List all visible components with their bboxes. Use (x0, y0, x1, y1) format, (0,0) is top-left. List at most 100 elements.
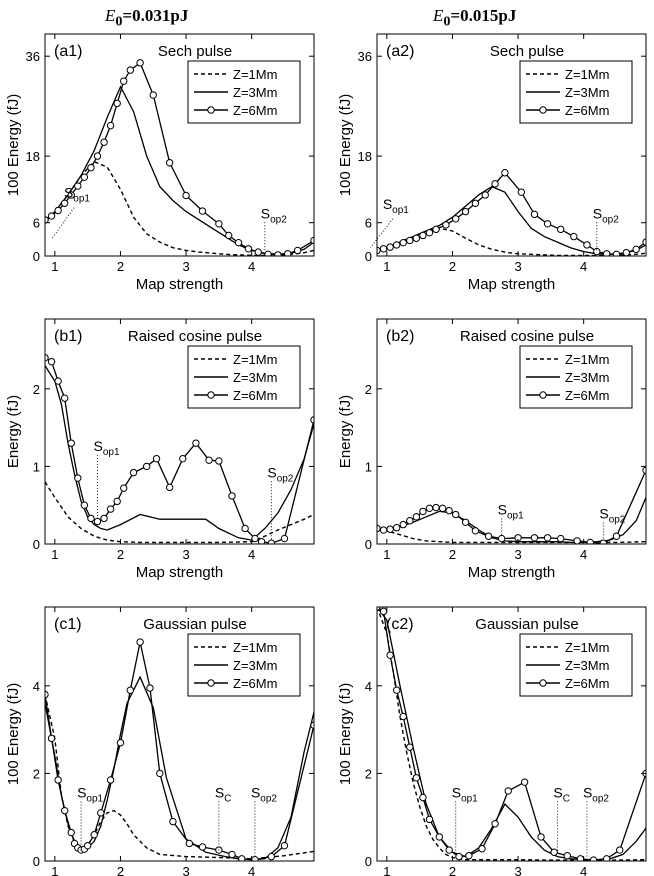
y-tick-label: 0 (33, 249, 40, 264)
data-point (257, 537, 266, 544)
data-point (445, 846, 453, 854)
data-point (557, 225, 565, 234)
data-point (412, 774, 421, 782)
panel-title: Sech pulse (158, 43, 232, 60)
data-point (442, 221, 450, 229)
legend-label: Z=6Mm (233, 676, 277, 691)
legend-label: Z=1Mm (233, 352, 277, 367)
y-tick-label: 2 (33, 766, 40, 781)
data-point (106, 776, 115, 784)
data-point (461, 207, 470, 216)
data-point (198, 843, 207, 851)
panel-title: Raised cosine pulse (128, 328, 262, 345)
column-title-right: E0=0.015pJ (433, 6, 516, 30)
x-tick-label: 1 (51, 864, 58, 876)
data-point (612, 532, 621, 540)
data-point (438, 504, 447, 513)
data-point (550, 848, 558, 856)
y-tick-label: 6 (365, 216, 372, 231)
data-point (185, 839, 194, 848)
data-point (497, 534, 506, 543)
data-point (392, 241, 401, 249)
data-point (377, 607, 381, 611)
data-point (60, 806, 69, 815)
data-point (169, 817, 177, 826)
data-point (435, 833, 444, 841)
panel-label: (a1) (54, 43, 82, 60)
data-point (583, 241, 591, 249)
y-axis-label: Energy (fJ) (337, 395, 354, 468)
x-tick-label: 3 (182, 547, 189, 562)
legend: Z=1Mm Z=3Mm Z=6Mm (187, 345, 301, 409)
data-point (126, 66, 134, 74)
data-point (406, 517, 414, 525)
data-point (471, 199, 480, 207)
data-point (100, 138, 108, 146)
data-point (412, 513, 421, 521)
energy-value: =0.015pJ (450, 6, 517, 25)
data-point (205, 456, 213, 464)
x-tick-label: 3 (514, 259, 521, 274)
legend-marker (539, 106, 547, 114)
data-point (136, 638, 144, 646)
data-point (399, 238, 407, 247)
data-point (74, 474, 82, 482)
data-point (386, 651, 394, 659)
data-point (386, 525, 394, 533)
data-point (152, 454, 161, 463)
data-point (136, 59, 144, 67)
data-point (406, 743, 414, 751)
data-point (241, 524, 249, 533)
marker-label: Sop1 (383, 196, 409, 216)
data-point (445, 506, 453, 515)
data-point (116, 739, 125, 747)
data-point (484, 532, 493, 540)
plot-area (45, 59, 314, 256)
data-point (599, 539, 608, 544)
marker-line (51, 207, 75, 240)
x-axis-label: Map strength (468, 276, 556, 293)
data-point (586, 538, 594, 544)
panel-title: Gaussian pulse (475, 616, 578, 633)
y-tick-label: 18 (26, 149, 40, 164)
data-point (520, 778, 529, 786)
legend-marker (539, 391, 547, 399)
x-tick-label: 3 (514, 547, 521, 562)
data-point (379, 245, 388, 253)
y-tick-label: 4 (33, 679, 40, 694)
data-point (419, 793, 427, 802)
data-point (425, 815, 434, 824)
data-point (179, 454, 187, 463)
y-tick-label: 0 (365, 249, 372, 264)
data-point (47, 212, 56, 220)
column-title-left: E0=0.031pJ (105, 6, 188, 30)
data-point (146, 684, 154, 692)
data-point (501, 169, 509, 177)
energy-symbol: E (433, 6, 444, 25)
legend-label: Z=6Mm (565, 103, 609, 118)
legend-label: Z=1Mm (565, 67, 609, 82)
legend-label: Z=3Mm (565, 370, 609, 385)
legend-label: Z=3Mm (233, 370, 277, 385)
data-point (129, 468, 138, 477)
data-point (622, 248, 631, 256)
x-tick-label: 1 (383, 864, 390, 876)
data-point (517, 188, 526, 196)
series-line (45, 365, 314, 541)
plot-area (377, 169, 646, 256)
y-tick-label: 36 (26, 49, 40, 64)
x-tick-label: 1 (383, 259, 390, 274)
x-tick-label: 2 (117, 864, 124, 876)
data-point (80, 501, 89, 509)
y-axis-label: Energy (fJ) (5, 395, 22, 468)
data-point (45, 216, 49, 224)
legend-label: Z=1Mm (233, 67, 277, 82)
series-line (45, 481, 314, 544)
data-point (452, 215, 460, 223)
data-point (149, 91, 157, 99)
data-point (45, 354, 49, 362)
panel-label: (b1) (54, 328, 82, 345)
panel-title: Raised cosine pulse (460, 328, 594, 345)
legend-label: Z=1Mm (565, 640, 609, 655)
